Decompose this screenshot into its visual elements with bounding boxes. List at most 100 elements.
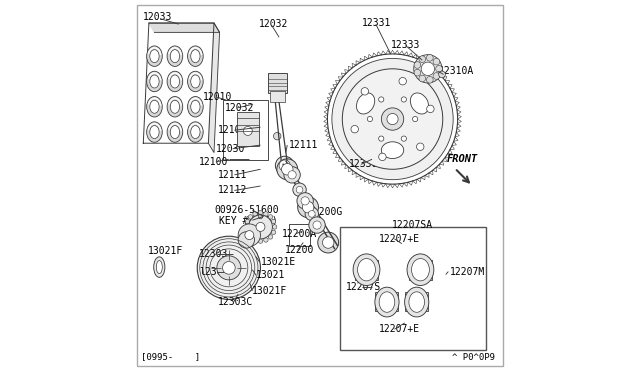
Circle shape: [399, 77, 406, 85]
Circle shape: [264, 212, 268, 216]
Ellipse shape: [167, 96, 183, 117]
Bar: [410, 260, 433, 280]
Text: 13021F: 13021F: [252, 286, 287, 296]
Circle shape: [259, 239, 262, 243]
Text: KEY #- (2): KEY #- (2): [219, 215, 278, 225]
Text: 00926-51600: 00926-51600: [214, 205, 278, 215]
Circle shape: [271, 219, 276, 224]
Circle shape: [273, 225, 277, 229]
Circle shape: [275, 156, 294, 175]
Circle shape: [413, 55, 442, 83]
Circle shape: [381, 108, 404, 130]
Circle shape: [288, 171, 296, 179]
Text: 12207SA: 12207SA: [392, 220, 433, 230]
Circle shape: [245, 230, 250, 235]
Circle shape: [379, 97, 384, 102]
Text: 12109: 12109: [218, 125, 247, 135]
Circle shape: [414, 62, 420, 68]
Circle shape: [256, 222, 265, 231]
Polygon shape: [149, 23, 220, 32]
Circle shape: [248, 215, 273, 239]
Circle shape: [433, 58, 440, 65]
Text: 12200A: 12200A: [282, 229, 317, 238]
Bar: [289, 224, 310, 246]
Bar: [405, 292, 428, 311]
Text: 12207M: 12207M: [449, 267, 484, 276]
Circle shape: [419, 75, 426, 82]
Circle shape: [426, 77, 433, 83]
Circle shape: [427, 105, 434, 113]
Circle shape: [387, 113, 398, 125]
Ellipse shape: [167, 122, 183, 142]
Circle shape: [243, 126, 252, 135]
Circle shape: [419, 56, 426, 62]
Circle shape: [296, 186, 303, 193]
Text: 13021E: 13021E: [260, 257, 296, 267]
Polygon shape: [209, 23, 220, 153]
Ellipse shape: [191, 75, 200, 88]
Circle shape: [259, 214, 262, 219]
Ellipse shape: [170, 50, 180, 63]
Ellipse shape: [150, 100, 159, 113]
Circle shape: [379, 153, 386, 161]
Ellipse shape: [188, 122, 203, 142]
Ellipse shape: [170, 75, 180, 88]
Circle shape: [367, 116, 372, 122]
Circle shape: [301, 197, 309, 205]
Circle shape: [313, 221, 321, 229]
Circle shape: [273, 132, 281, 140]
Circle shape: [248, 235, 253, 239]
Text: 12333: 12333: [390, 41, 420, 50]
Circle shape: [379, 136, 384, 141]
Text: 12303C: 12303C: [218, 297, 253, 307]
Text: 12331: 12331: [362, 18, 391, 28]
Text: 13021F: 13021F: [148, 246, 184, 256]
Text: [0995-    ]: [0995- ]: [141, 353, 200, 362]
Text: 12207S: 12207S: [346, 282, 381, 292]
Circle shape: [298, 197, 319, 218]
Circle shape: [248, 228, 259, 239]
Ellipse shape: [375, 287, 399, 317]
Ellipse shape: [353, 254, 380, 286]
Ellipse shape: [147, 96, 163, 117]
Text: FRONT: FRONT: [447, 154, 477, 164]
Text: 12010: 12010: [203, 92, 232, 102]
Circle shape: [332, 58, 453, 180]
Ellipse shape: [150, 126, 159, 139]
Ellipse shape: [156, 261, 163, 274]
Circle shape: [309, 217, 325, 233]
Ellipse shape: [170, 126, 180, 139]
Text: 12303: 12303: [199, 249, 228, 259]
Text: 12032: 12032: [225, 103, 255, 113]
Circle shape: [277, 159, 298, 180]
Ellipse shape: [191, 126, 200, 139]
Text: 12207+E: 12207+E: [379, 234, 420, 244]
Circle shape: [297, 193, 314, 209]
Circle shape: [279, 160, 290, 171]
Circle shape: [271, 230, 276, 235]
Text: 12200G: 12200G: [308, 207, 343, 217]
Circle shape: [433, 73, 440, 79]
Circle shape: [293, 183, 306, 196]
Text: 12310A: 12310A: [439, 67, 474, 76]
Ellipse shape: [150, 50, 159, 63]
Bar: [355, 260, 378, 280]
Text: 12330: 12330: [349, 160, 378, 169]
Circle shape: [284, 167, 300, 183]
Circle shape: [238, 232, 255, 248]
Text: ^ P0^0P9: ^ P0^0P9: [452, 353, 495, 362]
Ellipse shape: [407, 254, 434, 286]
Circle shape: [426, 54, 433, 61]
Text: 12111: 12111: [218, 170, 247, 180]
Text: 12111: 12111: [289, 140, 317, 150]
Ellipse shape: [188, 71, 203, 92]
Bar: [268, 73, 287, 93]
Ellipse shape: [170, 100, 180, 113]
Circle shape: [250, 215, 268, 233]
Text: 12112: 12112: [218, 186, 247, 195]
Circle shape: [305, 207, 319, 221]
Ellipse shape: [379, 292, 395, 312]
Ellipse shape: [167, 46, 183, 67]
Ellipse shape: [191, 50, 200, 63]
Circle shape: [253, 212, 257, 216]
